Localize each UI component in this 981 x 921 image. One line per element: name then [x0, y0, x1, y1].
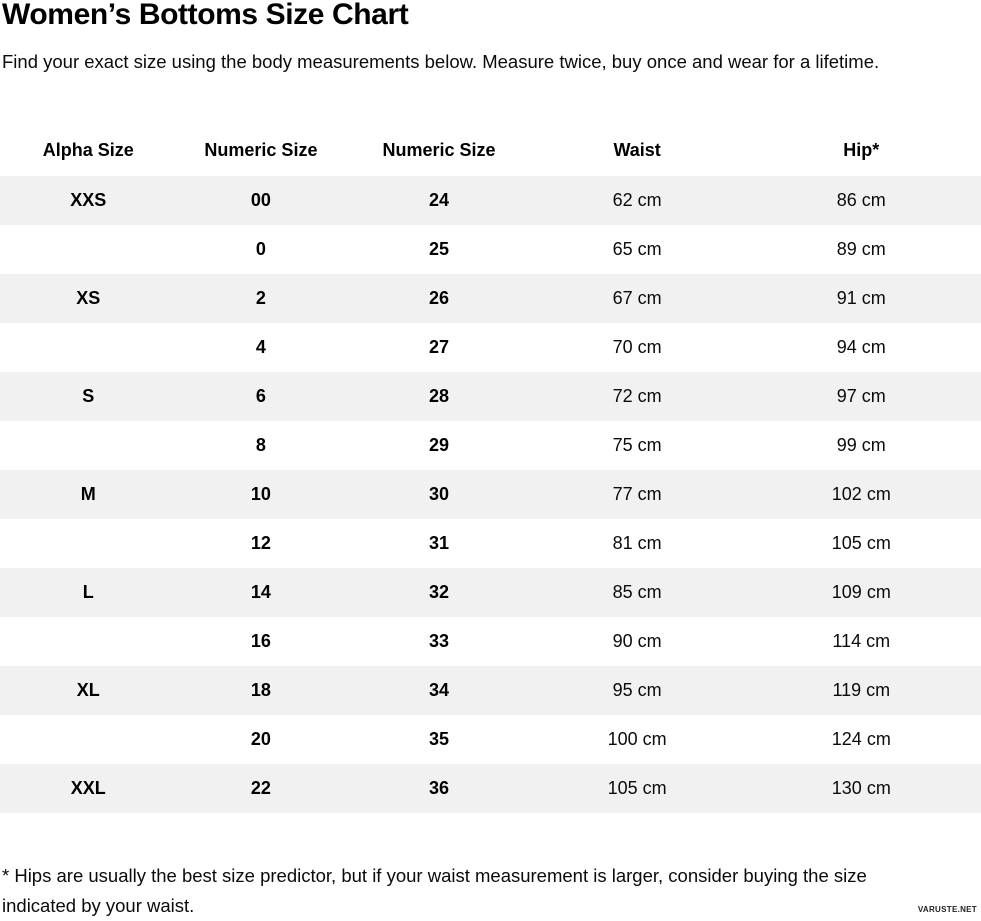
cell-hip: 130 cm	[831, 778, 891, 798]
cell-hip: 86 cm	[836, 190, 886, 210]
cell-numeric-size: 4	[255, 337, 266, 357]
cell-numeric-size-2: 36	[428, 778, 449, 798]
table-header-row: Alpha Size Numeric Size Numeric Size Wai…	[0, 124, 981, 176]
column-header-numeric-size: Numeric Size	[204, 139, 318, 160]
cell-numeric-size-2: 31	[428, 533, 449, 553]
cell-alpha-size	[0, 421, 177, 470]
cell-alpha-size: XXS	[70, 190, 107, 210]
cell-numeric-size: 10	[250, 484, 271, 504]
cell-waist: 72 cm	[612, 386, 662, 406]
cell-numeric-size: 0	[255, 239, 266, 259]
cell-numeric-size-2: 29	[428, 435, 449, 455]
table-row: 0 25 65 cm 89 cm	[0, 225, 981, 274]
table-row: 16 33 90 cm 114 cm	[0, 617, 981, 666]
cell-alpha-size	[0, 519, 177, 568]
cell-hip: 89 cm	[836, 239, 886, 259]
cell-numeric-size: 12	[250, 533, 271, 553]
cell-waist: 95 cm	[612, 680, 662, 700]
table-row: XL 18 34 95 cm 119 cm	[0, 666, 981, 715]
cell-hip: 102 cm	[831, 484, 891, 504]
cell-alpha-size	[0, 617, 177, 666]
cell-alpha-size: M	[80, 484, 96, 504]
cell-hip: 99 cm	[836, 435, 886, 455]
cell-numeric-size-2: 30	[428, 484, 449, 504]
column-header-alpha-size: Alpha Size	[42, 139, 134, 160]
table-row: 12 31 81 cm 105 cm	[0, 519, 981, 568]
cell-waist: 81 cm	[612, 533, 662, 553]
size-chart-table: Alpha Size Numeric Size Numeric Size Wai…	[0, 124, 981, 813]
cell-numeric-size: 16	[250, 631, 271, 651]
cell-waist: 67 cm	[612, 288, 662, 308]
cell-hip: 124 cm	[831, 729, 891, 749]
cell-hip: 94 cm	[836, 337, 886, 357]
table-row: M 10 30 77 cm 102 cm	[0, 470, 981, 519]
cell-numeric-size: 22	[250, 778, 271, 798]
cell-waist: 100 cm	[607, 729, 667, 749]
cell-alpha-size: S	[82, 386, 95, 406]
table-row: L 14 32 85 cm 109 cm	[0, 568, 981, 617]
column-header-waist: Waist	[613, 139, 661, 160]
page-title: Women’s Bottoms Size Chart	[2, 0, 409, 31]
cell-numeric-size-2: 32	[428, 582, 449, 602]
cell-alpha-size: XL	[76, 680, 100, 700]
column-header-numeric-size-2: Numeric Size	[382, 139, 496, 160]
cell-hip: 91 cm	[836, 288, 886, 308]
cell-alpha-size	[0, 323, 177, 372]
cell-hip: 97 cm	[836, 386, 886, 406]
cell-alpha-size: XXL	[70, 778, 106, 798]
cell-alpha-size	[0, 225, 177, 274]
cell-numeric-size-2: 33	[428, 631, 449, 651]
page-subtitle: Find your exact size using the body meas…	[2, 51, 880, 72]
table-row: XXL 22 36 105 cm 130 cm	[0, 764, 981, 813]
cell-numeric-size-2: 24	[428, 190, 449, 210]
cell-numeric-size-2: 27	[428, 337, 449, 357]
cell-hip: 119 cm	[832, 680, 891, 700]
hips-footnote: * Hips are usually the best size predict…	[2, 865, 867, 916]
cell-numeric-size: 14	[250, 582, 271, 602]
cell-numeric-size-2: 25	[428, 239, 449, 259]
table-row: 20 35 100 cm 124 cm	[0, 715, 981, 764]
table-row: 8 29 75 cm 99 cm	[0, 421, 981, 470]
cell-numeric-size: 20	[250, 729, 271, 749]
cell-alpha-size: XS	[76, 288, 101, 308]
table-row: S 6 28 72 cm 97 cm	[0, 372, 981, 421]
cell-numeric-size-2: 34	[428, 680, 449, 700]
cell-numeric-size-2: 35	[428, 729, 449, 749]
table-row: 4 27 70 cm 94 cm	[0, 323, 981, 372]
cell-numeric-size: 00	[250, 190, 271, 210]
cell-waist: 70 cm	[612, 337, 662, 357]
cell-waist: 105 cm	[607, 778, 667, 798]
cell-waist: 77 cm	[612, 484, 662, 504]
cell-numeric-size: 18	[250, 680, 271, 700]
cell-hip: 109 cm	[831, 582, 891, 602]
cell-numeric-size: 8	[255, 435, 266, 455]
cell-waist: 85 cm	[612, 582, 662, 602]
cell-waist: 65 cm	[612, 239, 662, 259]
cell-numeric-size: 6	[255, 386, 266, 406]
cell-numeric-size-2: 26	[428, 288, 449, 308]
cell-waist: 62 cm	[612, 190, 662, 210]
cell-numeric-size-2: 28	[428, 386, 449, 406]
cell-hip: 114 cm	[832, 631, 891, 651]
cell-hip: 105 cm	[831, 533, 891, 553]
table-row: XXS 00 24 62 cm 86 cm	[0, 176, 981, 225]
cell-numeric-size: 2	[255, 288, 266, 308]
cell-alpha-size: L	[82, 582, 94, 602]
watermark: VARUSTE.NET	[917, 905, 977, 914]
column-header-hip: Hip*	[843, 139, 880, 160]
table-row: XS 2 26 67 cm 91 cm	[0, 274, 981, 323]
cell-waist: 90 cm	[612, 631, 662, 651]
cell-alpha-size	[0, 715, 177, 764]
cell-waist: 75 cm	[612, 435, 662, 455]
